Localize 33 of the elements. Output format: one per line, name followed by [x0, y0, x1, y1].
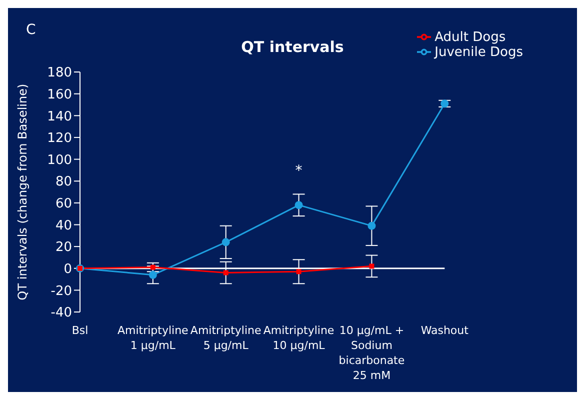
- point: [296, 269, 302, 274]
- x-tick-label: Amitriptyline 10 µg/mL: [263, 324, 334, 352]
- point: [148, 270, 157, 279]
- y-tick-label: 160: [47, 87, 72, 102]
- point: [150, 264, 156, 270]
- point: [368, 222, 376, 230]
- legend-label: Juvenile Dogs: [434, 45, 523, 60]
- y-tick-label: 40: [55, 218, 72, 234]
- y-tick-label: 60: [55, 196, 72, 212]
- point: [223, 270, 228, 276]
- y-tick-label: 180: [47, 66, 72, 81]
- chart-title: QT intervals: [241, 38, 344, 56]
- y-tick-label: 120: [47, 131, 72, 146]
- point: [222, 238, 230, 246]
- point: [369, 264, 374, 269]
- y-tick-label: 140: [47, 109, 72, 124]
- x-tick-label: Amitriptyline 5 µg/mL: [190, 324, 262, 352]
- x-tick-label: Bsl: [72, 324, 88, 337]
- y-axis-title: QT intervals (change from Baseline): [15, 84, 30, 300]
- y-tick-label: -20: [50, 284, 72, 299]
- point: [440, 100, 449, 108]
- x-tick-label: Amitriptyline 1 µg/mL: [118, 324, 189, 352]
- y-tick-label: 100: [47, 152, 72, 168]
- y-tick-label: 20: [55, 240, 72, 256]
- legend-label: Adult Dogs: [434, 30, 506, 45]
- point: [294, 201, 303, 210]
- annotation: *: [295, 163, 302, 180]
- y-tick-label: 0: [64, 262, 72, 277]
- y-tick-label: -40: [50, 306, 72, 321]
- x-tick-label: 10 µg/mL + Sodium bicarbonate 25 mM: [338, 324, 405, 382]
- text: C: [26, 22, 36, 38]
- y-tick-label: 80: [55, 174, 72, 190]
- x-tick-label: Washout: [420, 324, 470, 337]
